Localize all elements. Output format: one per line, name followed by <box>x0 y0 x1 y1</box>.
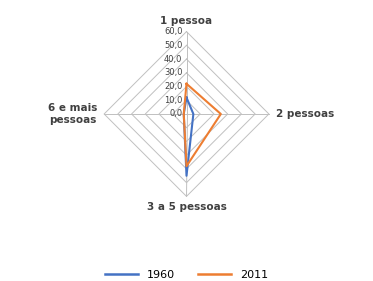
Text: 3 a 5 pessoas: 3 a 5 pessoas <box>147 202 226 212</box>
Text: 40,0: 40,0 <box>164 55 182 64</box>
Text: 0,0: 0,0 <box>169 110 182 119</box>
Text: 6 e mais
pessoas: 6 e mais pessoas <box>48 103 97 125</box>
Legend: 1960, 2011: 1960, 2011 <box>101 265 272 281</box>
Text: 30,0: 30,0 <box>164 68 182 77</box>
Text: 50,0: 50,0 <box>164 41 182 50</box>
Text: 2 pessoas: 2 pessoas <box>276 109 334 119</box>
Text: 1 pessoa: 1 pessoa <box>160 16 213 26</box>
Text: 60,0: 60,0 <box>164 27 182 36</box>
Text: 10,0: 10,0 <box>164 96 182 105</box>
Text: 20,0: 20,0 <box>164 82 182 91</box>
